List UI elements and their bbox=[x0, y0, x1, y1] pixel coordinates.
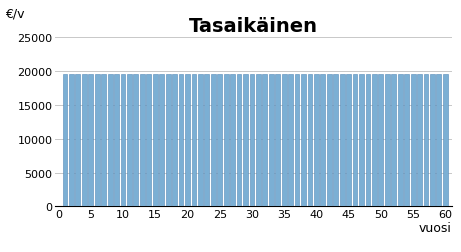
Bar bbox=[101, 75, 106, 207]
Bar bbox=[340, 75, 345, 207]
Bar bbox=[366, 75, 370, 207]
Bar bbox=[269, 75, 274, 207]
Bar bbox=[172, 75, 177, 207]
Bar bbox=[378, 75, 383, 207]
Bar bbox=[404, 75, 409, 207]
Bar bbox=[256, 75, 261, 207]
X-axis label: vuosi: vuosi bbox=[419, 221, 452, 234]
Bar bbox=[295, 75, 300, 207]
Bar bbox=[353, 75, 357, 207]
Bar bbox=[385, 75, 390, 207]
Text: €/v: €/v bbox=[5, 8, 24, 20]
Bar bbox=[333, 75, 338, 207]
Bar bbox=[327, 75, 332, 207]
Bar bbox=[288, 75, 293, 207]
Bar bbox=[69, 75, 74, 207]
Bar bbox=[108, 75, 112, 207]
Bar bbox=[282, 75, 287, 207]
Bar bbox=[430, 75, 435, 207]
Bar bbox=[82, 75, 87, 207]
Bar bbox=[372, 75, 377, 207]
Bar bbox=[204, 75, 209, 207]
Bar bbox=[424, 75, 428, 207]
Bar bbox=[262, 75, 267, 207]
Bar bbox=[307, 75, 313, 207]
Bar bbox=[230, 75, 235, 207]
Bar bbox=[411, 75, 415, 207]
Bar bbox=[134, 75, 138, 207]
Bar bbox=[178, 75, 183, 207]
Bar bbox=[191, 75, 196, 207]
Bar bbox=[398, 75, 402, 207]
Bar bbox=[443, 75, 448, 207]
Bar bbox=[76, 75, 80, 207]
Bar bbox=[89, 75, 93, 207]
Bar bbox=[95, 75, 100, 207]
Bar bbox=[140, 75, 145, 207]
Bar bbox=[147, 75, 151, 207]
Bar bbox=[224, 75, 229, 207]
Bar bbox=[217, 75, 222, 207]
Bar bbox=[391, 75, 396, 207]
Bar bbox=[275, 75, 280, 207]
Bar bbox=[437, 75, 441, 207]
Bar bbox=[346, 75, 351, 207]
Bar bbox=[320, 75, 325, 207]
Bar bbox=[417, 75, 422, 207]
Bar bbox=[359, 75, 364, 207]
Bar bbox=[243, 75, 248, 207]
Bar bbox=[114, 75, 119, 207]
Bar bbox=[121, 75, 125, 207]
Bar bbox=[63, 75, 67, 207]
Bar bbox=[314, 75, 319, 207]
Bar bbox=[301, 75, 306, 207]
Bar bbox=[153, 75, 158, 207]
Bar bbox=[236, 75, 242, 207]
Bar bbox=[211, 75, 216, 207]
Bar bbox=[165, 75, 171, 207]
Bar bbox=[249, 75, 254, 207]
Bar bbox=[127, 75, 132, 207]
Bar bbox=[185, 75, 190, 207]
Bar bbox=[198, 75, 203, 207]
Title: Tasaikäinen: Tasaikäinen bbox=[189, 17, 318, 36]
Bar bbox=[159, 75, 164, 207]
